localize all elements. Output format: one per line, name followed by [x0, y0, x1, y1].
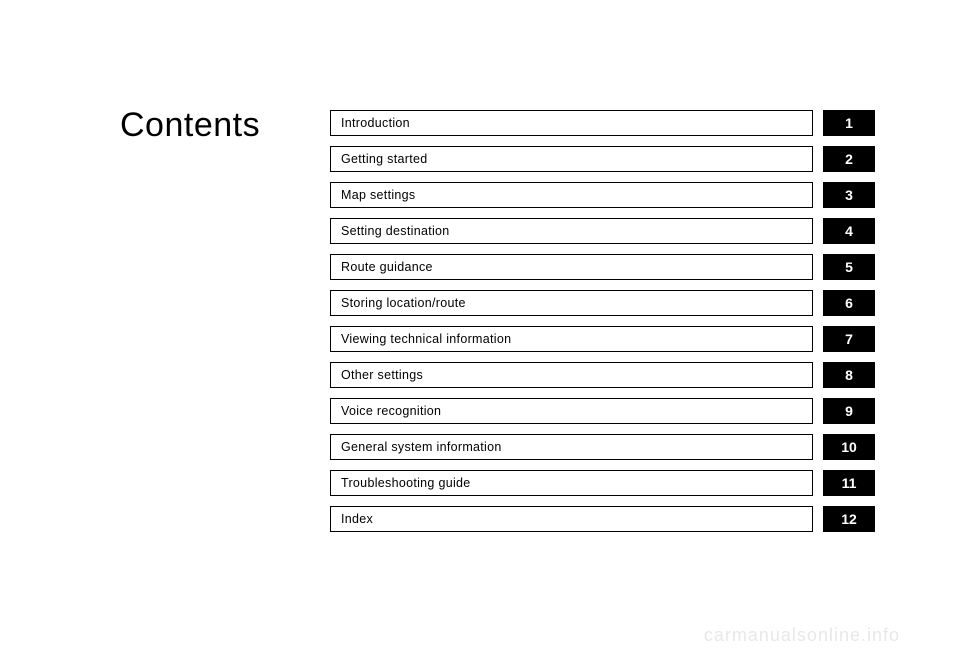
toc-row: Map settings 3 [330, 182, 875, 208]
toc-label: Route guidance [330, 254, 813, 280]
toc-number-tab: 7 [823, 326, 875, 352]
toc-number-tab: 10 [823, 434, 875, 460]
watermark-text: carmanualsonline.info [704, 625, 900, 646]
toc-row: Voice recognition 9 [330, 398, 875, 424]
page: Contents Introduction 1 Getting started … [0, 0, 960, 664]
toc-row: Troubleshooting guide 11 [330, 470, 875, 496]
toc-number-tab: 11 [823, 470, 875, 496]
toc-row: Route guidance 5 [330, 254, 875, 280]
toc-label: Voice recognition [330, 398, 813, 424]
toc-number-tab: 12 [823, 506, 875, 532]
toc-label: Introduction [330, 110, 813, 136]
toc-row: Getting started 2 [330, 146, 875, 172]
toc-label: Setting destination [330, 218, 813, 244]
toc-label: Other settings [330, 362, 813, 388]
toc-number-tab: 1 [823, 110, 875, 136]
toc-number-tab: 5 [823, 254, 875, 280]
toc-number-tab: 4 [823, 218, 875, 244]
toc-row: Index 12 [330, 506, 875, 532]
toc-number-tab: 6 [823, 290, 875, 316]
toc-label: Troubleshooting guide [330, 470, 813, 496]
toc-number-tab: 2 [823, 146, 875, 172]
toc-number-tab: 9 [823, 398, 875, 424]
toc-row: General system information 10 [330, 434, 875, 460]
toc-label: Index [330, 506, 813, 532]
toc-label: Map settings [330, 182, 813, 208]
toc-row: Introduction 1 [330, 110, 875, 136]
contents-title: Contents [120, 106, 260, 145]
table-of-contents: Introduction 1 Getting started 2 Map set… [330, 110, 875, 542]
toc-row: Storing location/route 6 [330, 290, 875, 316]
toc-label: Viewing technical information [330, 326, 813, 352]
toc-number-tab: 3 [823, 182, 875, 208]
toc-number-tab: 8 [823, 362, 875, 388]
toc-row: Setting destination 4 [330, 218, 875, 244]
toc-label: Getting started [330, 146, 813, 172]
toc-label: Storing location/route [330, 290, 813, 316]
toc-row: Other settings 8 [330, 362, 875, 388]
toc-label: General system information [330, 434, 813, 460]
toc-row: Viewing technical information 7 [330, 326, 875, 352]
